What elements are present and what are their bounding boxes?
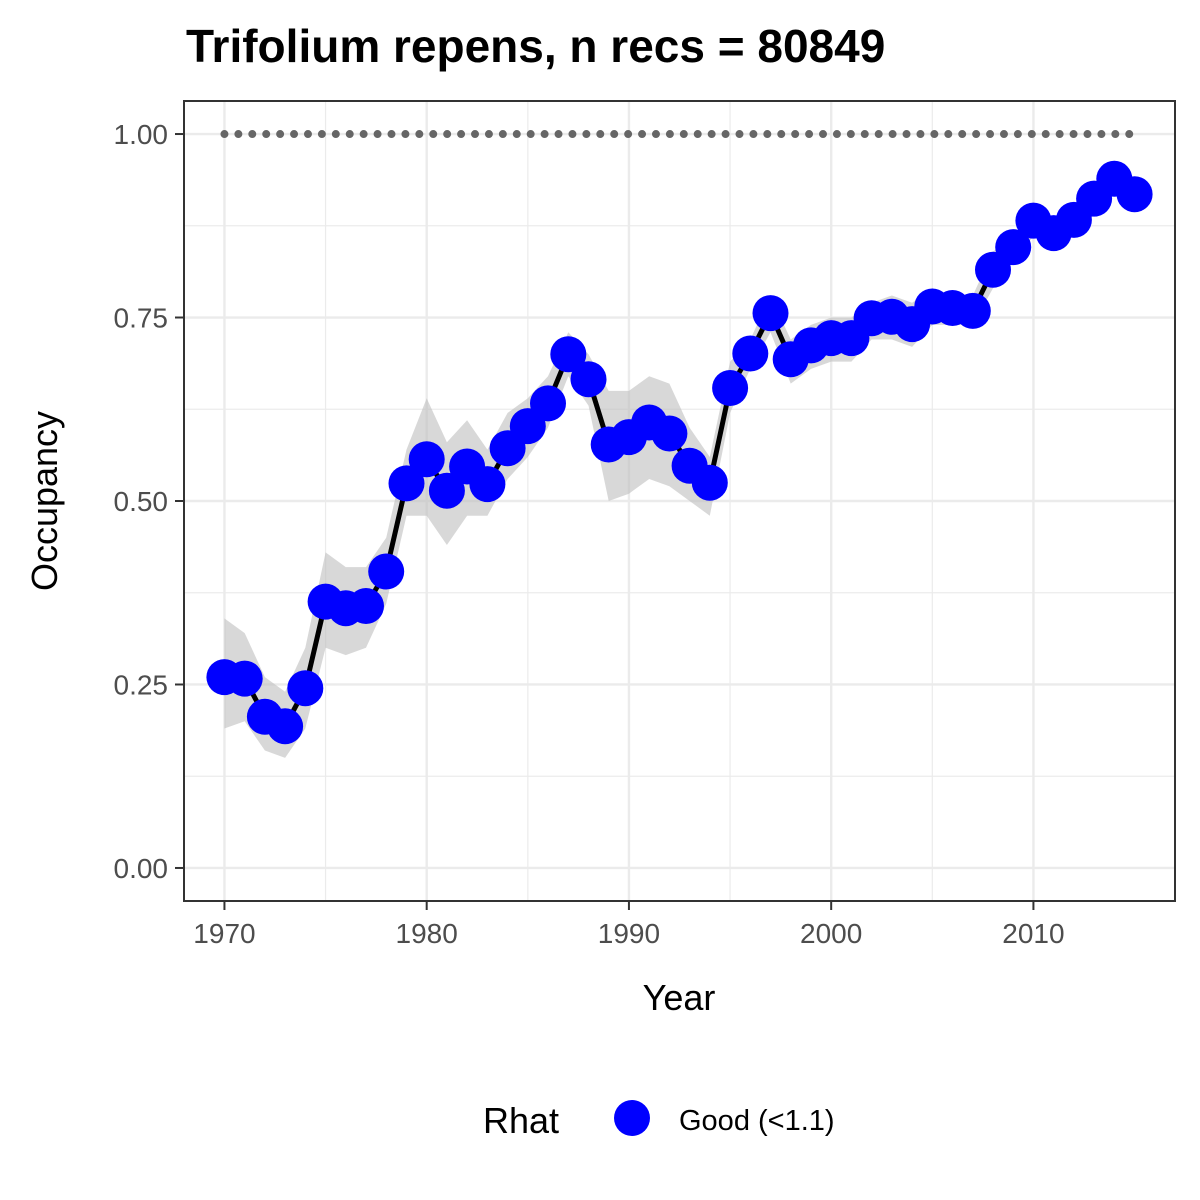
data-point-1981 [428,472,465,509]
y-tick-label-4: 1.00 [114,119,169,150]
data-point-1987 [550,336,587,373]
data-point-1996 [732,335,769,372]
data-points [206,160,1153,745]
occupancy-line [224,176,1137,729]
data-point-1992 [651,415,688,452]
data-point-2015 [1116,176,1153,213]
data-point-1995 [712,370,749,406]
y-tick-label-3: 0.75 [114,303,169,334]
y-tick-label-0: 0.00 [114,853,169,884]
x-tick-label-1980: 1980 [396,918,458,949]
axes: 1970 1980 1990 2000 2010 0.00 0.25 0.50 0.75 1.00 [114,119,1065,949]
data-point-1978 [368,553,405,590]
x-axis-title: Year [643,977,716,1018]
data-point-1974 [287,670,324,707]
chart-title: Trifolium repens, n recs = 80849 [186,20,885,72]
legend-title: Rhat [483,1100,559,1141]
data-point-1983 [469,466,506,503]
data-point-1986 [530,385,566,422]
x-tick-label-2010: 2010 [1002,918,1064,949]
data-point-1988 [570,361,607,398]
x-tick-label-1970: 1970 [193,918,255,949]
data-point-2007 [954,292,991,329]
data-point-1971 [226,660,263,697]
data-point-1979 [388,465,425,502]
data-point-1997 [752,295,789,332]
y-tick-label-1: 0.25 [114,669,169,700]
y-axis-title: Occupancy [24,411,65,591]
data-point-1973 [267,708,304,745]
data-point-1994 [691,464,728,501]
x-tick-label-2000: 2000 [800,918,862,949]
legend-key-good [614,1100,650,1136]
data-point-1977 [348,588,384,624]
data-point-1980 [408,441,445,478]
legend-label-good: Good (<1.1) [679,1105,835,1137]
x-tick-label-1990: 1990 [598,918,660,949]
y-tick-label-2: 0.50 [114,486,169,517]
data-point-2009 [995,229,1032,266]
legend: Rhat Good (<1.1) [483,1100,835,1141]
trend-line [224,176,1137,729]
